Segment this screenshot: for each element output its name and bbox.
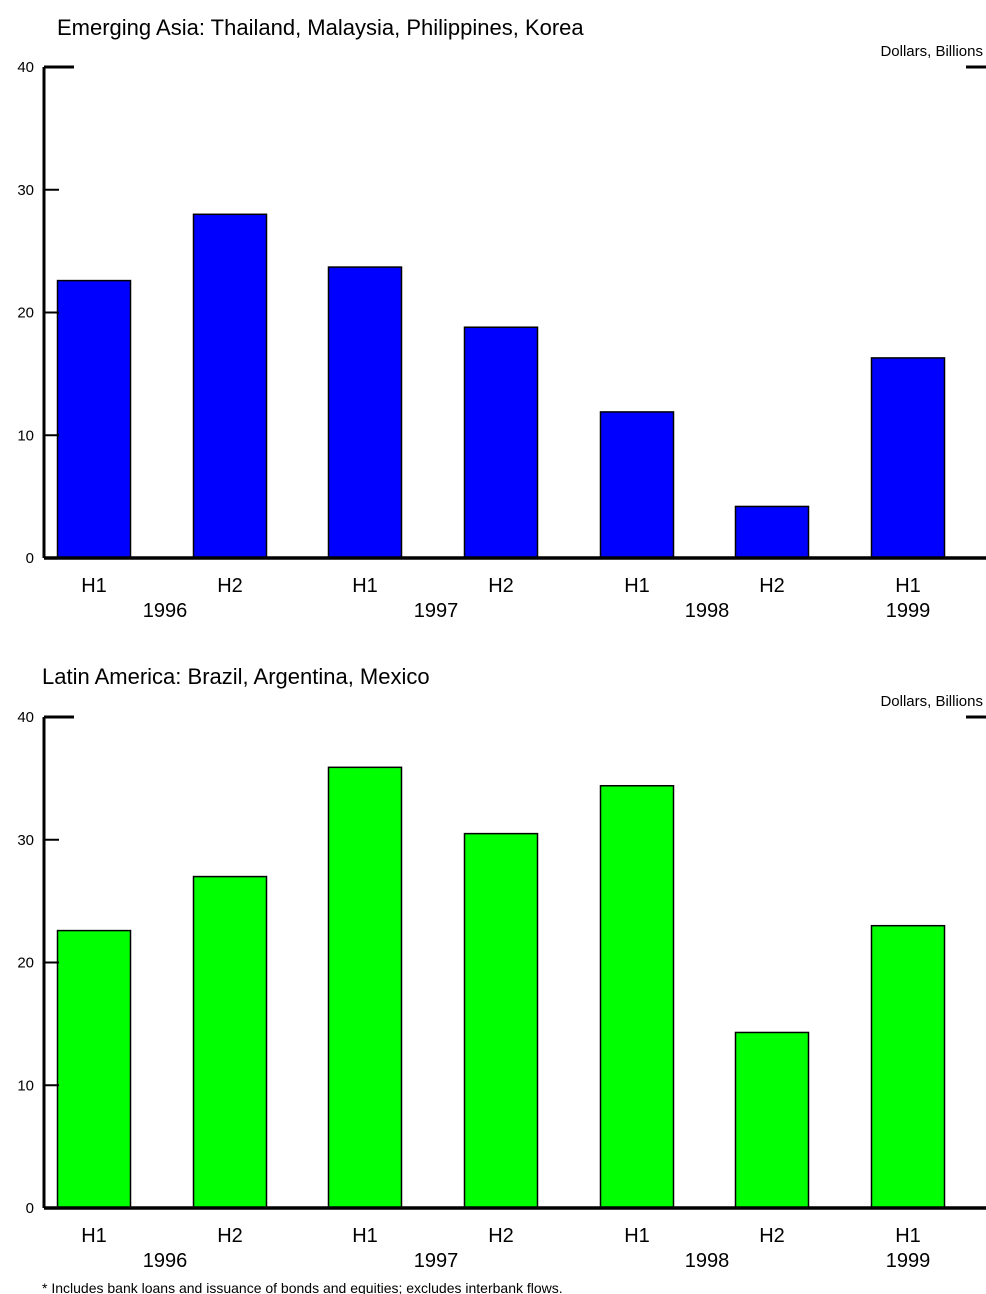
x-tick-label: H2 — [759, 575, 785, 597]
x-tick-label: H2 — [217, 1225, 243, 1247]
y-tick-label: 0 — [26, 1200, 34, 1217]
bar — [192, 213, 268, 559]
y-tick-label: 30 — [17, 182, 34, 199]
bar — [599, 411, 675, 559]
bar — [56, 279, 132, 559]
bar — [599, 784, 675, 1209]
x-tick-label: H1 — [895, 1225, 921, 1247]
bar — [870, 924, 946, 1209]
bar — [463, 832, 539, 1209]
year-label: 1998 — [685, 600, 730, 622]
bar — [56, 929, 132, 1209]
bar — [463, 326, 539, 559]
x-tick-label: H1 — [352, 575, 378, 597]
year-label: 1999 — [886, 600, 931, 622]
y-tick-label: 10 — [17, 427, 34, 444]
bar — [734, 1031, 810, 1209]
x-tick-label: H1 — [624, 1225, 650, 1247]
year-label: 1997 — [414, 1250, 459, 1272]
x-tick-label: H1 — [624, 575, 650, 597]
bar — [327, 766, 403, 1209]
y-tick-label: 0 — [26, 550, 34, 567]
x-tick-label: H2 — [217, 575, 243, 597]
bar — [870, 357, 946, 559]
unit-label: Dollars, Billions — [880, 693, 983, 710]
chart-panel-emerging-asia: Emerging Asia: Thailand, Malaysia, Phili… — [17, 15, 986, 622]
footnote: * Includes bank loans and issuance of bo… — [42, 1280, 563, 1294]
chart-title: Latin America: Brazil, Argentina, Mexico — [42, 664, 430, 689]
year-label: 1998 — [685, 1250, 730, 1272]
bar — [327, 266, 403, 559]
x-tick-label: H1 — [81, 1225, 107, 1247]
x-tick-label: H2 — [488, 575, 514, 597]
y-tick-label: 40 — [17, 59, 34, 76]
y-tick-label: 20 — [17, 305, 34, 322]
y-tick-label: 10 — [17, 1077, 34, 1094]
y-tick-label: 40 — [17, 709, 34, 726]
x-tick-label: H1 — [81, 575, 107, 597]
unit-label: Dollars, Billions — [880, 43, 983, 60]
chart-title: Emerging Asia: Thailand, Malaysia, Phili… — [57, 15, 584, 40]
x-tick-label: H1 — [895, 575, 921, 597]
bar — [734, 505, 810, 559]
x-tick-label: H2 — [759, 1225, 785, 1247]
x-tick-label: H1 — [352, 1225, 378, 1247]
year-label: 1999 — [886, 1250, 931, 1272]
y-tick-label: 30 — [17, 832, 34, 849]
year-label: 1997 — [414, 600, 459, 622]
bar — [192, 875, 268, 1209]
x-tick-label: H2 — [488, 1225, 514, 1247]
chart-panel-latin-america: Latin America: Brazil, Argentina, Mexico… — [17, 664, 986, 1272]
year-label: 1996 — [143, 600, 188, 622]
year-label: 1996 — [143, 1250, 188, 1272]
y-tick-label: 20 — [17, 955, 34, 972]
